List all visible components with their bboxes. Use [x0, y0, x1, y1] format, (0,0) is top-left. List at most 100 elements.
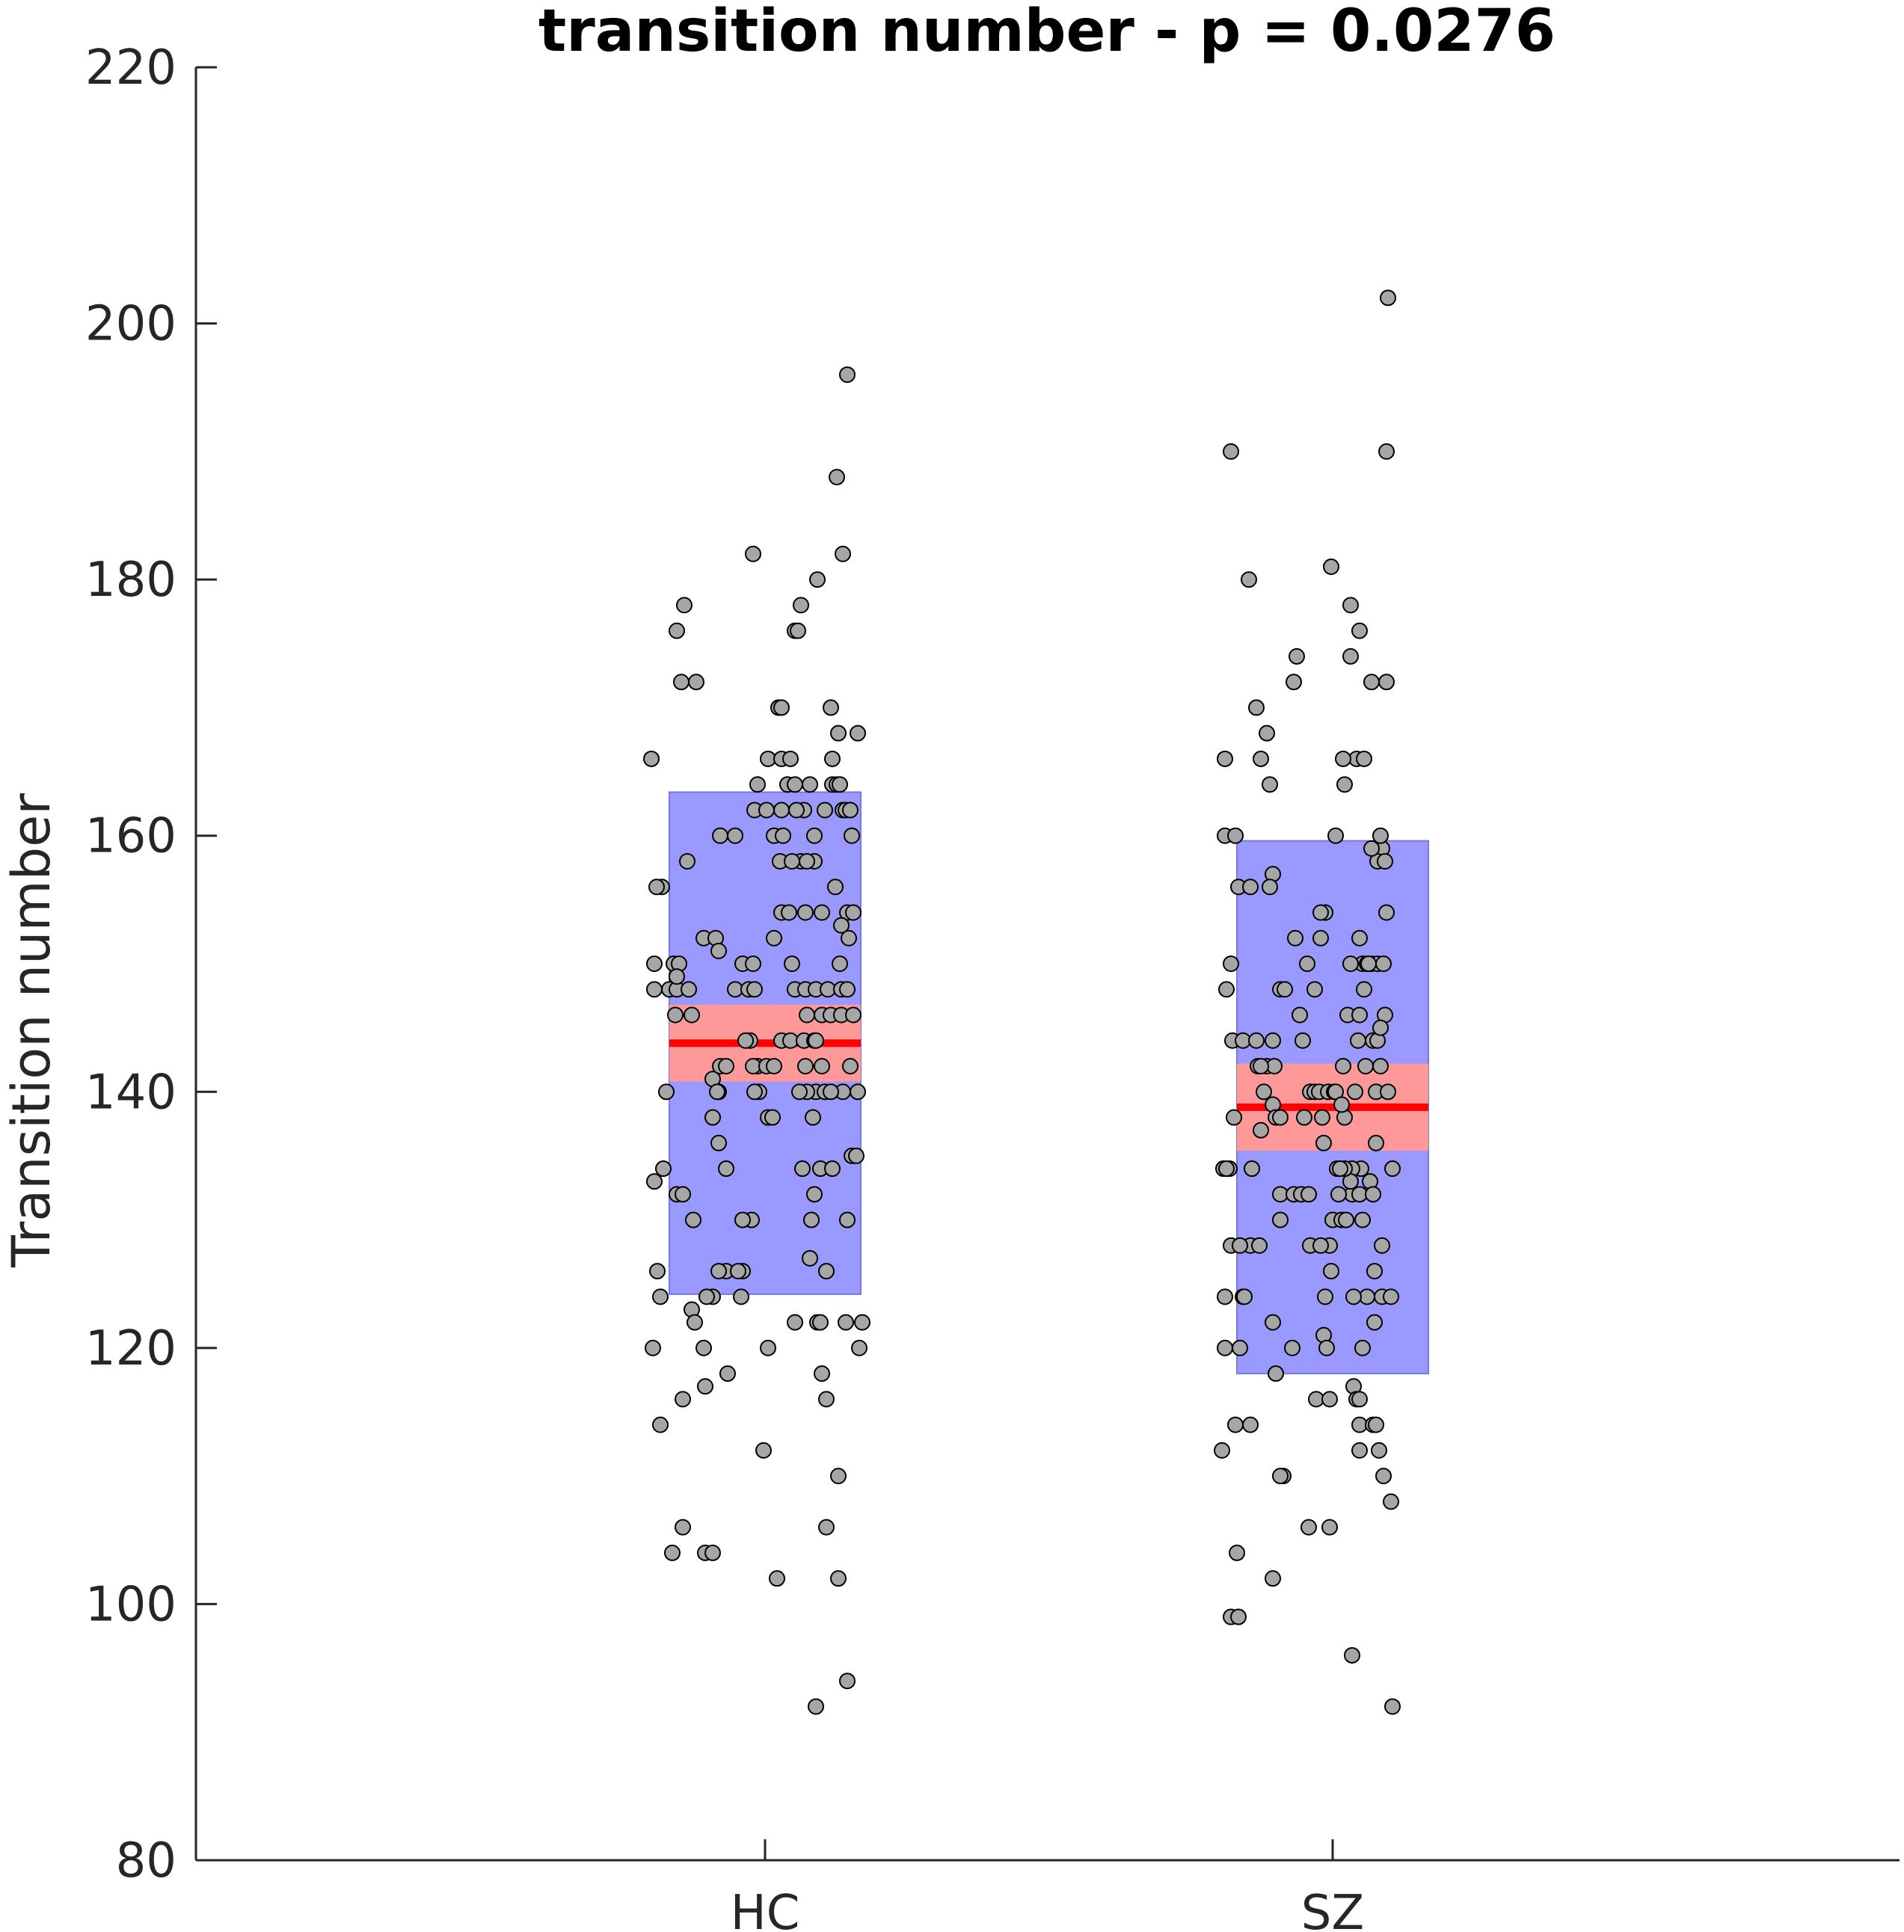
data-point-sz — [1338, 1211, 1354, 1228]
data-point-sz — [1383, 1493, 1399, 1510]
data-point-hc — [814, 904, 830, 921]
data-point-hc — [646, 1173, 663, 1190]
data-point-sz — [1372, 1019, 1389, 1036]
data-point-sz — [1244, 1160, 1260, 1178]
data-point-hc — [646, 956, 663, 972]
data-point-hc — [758, 802, 775, 819]
data-point-sz — [1272, 1468, 1289, 1485]
data-point-hc — [850, 724, 866, 742]
data-point-sz — [1217, 1339, 1233, 1356]
data-point-sz — [1335, 1058, 1351, 1075]
data-point-sz — [1248, 699, 1265, 716]
data-point-hc — [839, 366, 856, 384]
data-point-hc — [803, 1211, 820, 1228]
data-point-hc — [733, 1288, 749, 1305]
y-tick-label: 200 — [85, 297, 176, 352]
data-point-hc — [823, 699, 839, 716]
data-point-hc — [806, 1186, 823, 1203]
data-point-sz — [1357, 1058, 1374, 1075]
y-tick-label: 180 — [85, 553, 176, 608]
y-tick-label: 160 — [85, 809, 176, 864]
data-point-hc — [658, 1083, 675, 1101]
data-point-hc — [675, 1519, 691, 1536]
data-point-sz — [1229, 1544, 1245, 1561]
data-point-sz — [1318, 1339, 1335, 1356]
data-point-sz — [1242, 879, 1259, 896]
data-point-sz — [1253, 1122, 1269, 1139]
data-point-hc — [830, 1570, 847, 1587]
data-point-hc — [645, 1339, 661, 1356]
data-point-sz — [1360, 956, 1377, 972]
data-point-hc — [845, 1006, 862, 1024]
data-point-hc — [797, 904, 814, 921]
data-point-sz — [1317, 1288, 1333, 1305]
data-point-sz — [1372, 1058, 1389, 1075]
data-point-hc — [782, 750, 799, 767]
data-point-sz — [1363, 674, 1380, 691]
data-point-hc — [841, 929, 857, 947]
data-point-sz — [1236, 1288, 1253, 1305]
y-tick-label: 80 — [116, 1833, 176, 1889]
data-point-sz — [1351, 1391, 1368, 1408]
data-point-hc — [775, 827, 791, 844]
data-point-sz — [1217, 1288, 1233, 1305]
data-point-sz — [1256, 1083, 1272, 1101]
data-point-sz — [1262, 776, 1278, 793]
data-point-hc — [697, 1378, 713, 1395]
data-point-hc — [643, 750, 660, 767]
data-point-hc — [737, 1032, 754, 1049]
data-point-hc — [648, 879, 665, 896]
data-point-sz — [1286, 674, 1302, 691]
x-tick-label-sz: SZ — [1301, 1886, 1364, 1932]
data-point-hc — [704, 1109, 721, 1126]
data-point-sz — [1345, 1288, 1362, 1305]
data-point-hc — [675, 1186, 691, 1203]
data-point-sz — [1223, 956, 1239, 972]
data-point-sz — [1323, 559, 1339, 576]
data-point-sz — [1374, 1237, 1390, 1254]
data-point-sz — [1259, 724, 1275, 742]
data-point-sz — [1356, 750, 1372, 767]
data-point-hc — [675, 1391, 691, 1408]
data-point-hc — [814, 1058, 830, 1075]
data-point-hc — [655, 1160, 672, 1178]
data-point-sz — [1214, 1442, 1230, 1459]
data-point-sz — [1265, 1570, 1281, 1587]
data-point-sz — [1314, 1109, 1330, 1126]
data-point-hc — [823, 1083, 839, 1101]
data-point-sz — [1371, 1442, 1387, 1459]
data-point-hc — [719, 1365, 736, 1382]
data-point-sz — [1366, 1314, 1383, 1331]
data-point-hc — [727, 827, 743, 844]
data-point-sz — [1223, 443, 1239, 460]
data-point-hc — [791, 1083, 808, 1101]
data-point-sz — [1312, 929, 1329, 947]
y-tick-label: 100 — [85, 1577, 176, 1632]
data-point-hc — [766, 1058, 782, 1075]
data-point-sz — [1378, 443, 1395, 460]
data-point-sz — [1312, 1237, 1329, 1254]
data-point-hc — [769, 1570, 785, 1587]
data-point-hc — [698, 1288, 715, 1305]
data-point-hc — [817, 802, 833, 819]
data-point-hc — [839, 1673, 856, 1690]
data-point-hc — [818, 1263, 835, 1280]
data-point-hc — [854, 1314, 870, 1331]
data-point-sz — [1248, 1032, 1265, 1049]
data-point-hc — [851, 1339, 867, 1356]
data-point-hc — [839, 1211, 856, 1228]
data-point-hc — [802, 1249, 818, 1267]
plot-area — [643, 289, 1429, 1715]
data-point-sz — [1321, 1519, 1338, 1536]
data-point-sz — [1262, 879, 1278, 896]
data-point-sz — [1330, 1186, 1347, 1203]
data-point-sz — [1272, 1211, 1289, 1228]
data-point-hc — [838, 1314, 854, 1331]
data-point-hc — [734, 1211, 751, 1228]
y-tick-label: 140 — [85, 1065, 176, 1120]
data-point-hc — [652, 1288, 669, 1305]
data-point-sz — [1335, 750, 1351, 767]
data-point-sz — [1295, 1032, 1311, 1049]
data-point-hc — [818, 1519, 835, 1536]
